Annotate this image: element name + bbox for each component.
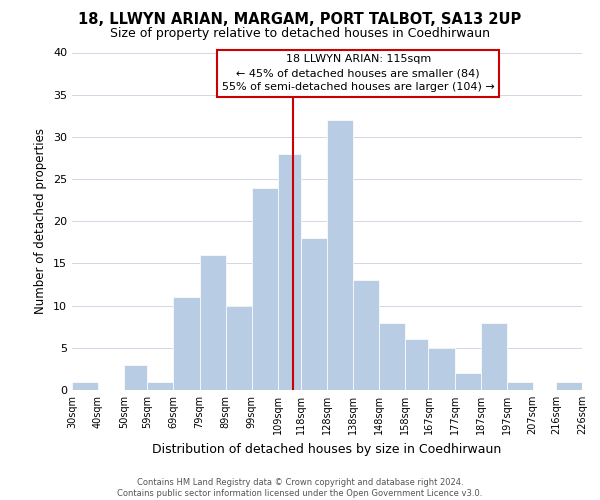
Bar: [278, 154, 301, 390]
Bar: [251, 188, 278, 390]
Bar: [327, 120, 353, 390]
Text: Contains HM Land Registry data © Crown copyright and database right 2024.
Contai: Contains HM Land Registry data © Crown c…: [118, 478, 482, 498]
Bar: [199, 255, 226, 390]
X-axis label: Distribution of detached houses by size in Coedhirwaun: Distribution of detached houses by size …: [152, 442, 502, 456]
Text: 18 LLWYN ARIAN: 115sqm
← 45% of detached houses are smaller (84)
55% of semi-det: 18 LLWYN ARIAN: 115sqm ← 45% of detached…: [222, 54, 494, 92]
Bar: [301, 238, 327, 390]
Bar: [428, 348, 455, 390]
Y-axis label: Number of detached properties: Number of detached properties: [34, 128, 47, 314]
Text: Size of property relative to detached houses in Coedhirwaun: Size of property relative to detached ho…: [110, 28, 490, 40]
Bar: [226, 306, 251, 390]
Bar: [124, 364, 148, 390]
Bar: [379, 322, 405, 390]
Text: 18, LLWYN ARIAN, MARGAM, PORT TALBOT, SA13 2UP: 18, LLWYN ARIAN, MARGAM, PORT TALBOT, SA…: [79, 12, 521, 28]
Bar: [481, 322, 506, 390]
Bar: [556, 382, 582, 390]
Bar: [72, 382, 98, 390]
Bar: [148, 382, 173, 390]
Bar: [455, 373, 481, 390]
Bar: [353, 280, 379, 390]
Bar: [405, 340, 428, 390]
Bar: [173, 297, 199, 390]
Bar: [506, 382, 533, 390]
